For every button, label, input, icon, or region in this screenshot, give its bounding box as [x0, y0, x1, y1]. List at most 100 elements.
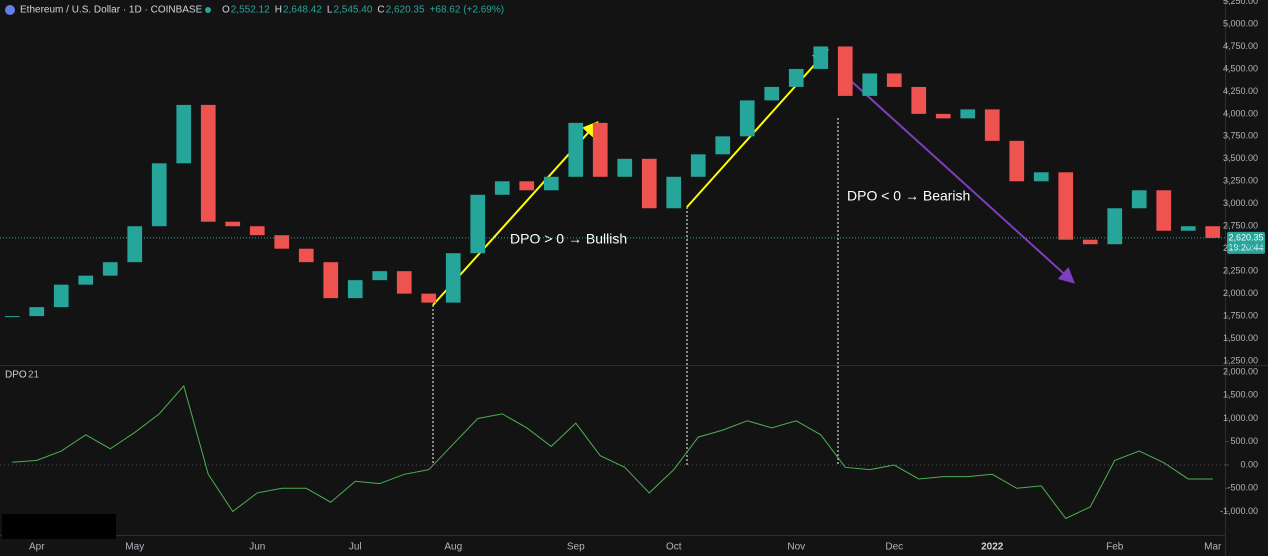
- candle: [127, 226, 143, 263]
- ohlc-value: 2,648.42: [283, 5, 322, 16]
- candle: [715, 136, 731, 155]
- candle: [53, 284, 69, 308]
- prev-close-label: 2,576.72: [1228, 240, 1263, 250]
- candle: [1131, 190, 1147, 209]
- candle: [494, 181, 510, 195]
- countdown: 19:20:44: [1228, 242, 1263, 252]
- arrow: [849, 79, 1075, 284]
- candle: [592, 122, 608, 177]
- candle: [1180, 226, 1196, 231]
- indicator-param: 21: [28, 370, 40, 381]
- candle: [78, 275, 94, 285]
- y-tick-label: 1,500.00: [1223, 390, 1258, 400]
- candle: [911, 86, 927, 114]
- ohlc-legend: O 2,552.12 H 2,648.42 L 2,545.40 C 2,620.35 +68.…: [222, 5, 504, 16]
- candle: [347, 280, 363, 299]
- x-tick-label: 2022: [981, 542, 1004, 553]
- candle: [862, 73, 878, 96]
- candle: [935, 113, 951, 119]
- candle: [102, 262, 118, 276]
- candle: [1058, 172, 1074, 240]
- y-tick-label: 5,250.00: [1223, 0, 1258, 6]
- x-tick-label: Feb: [1106, 542, 1124, 553]
- candle: [225, 221, 241, 227]
- y-tick-label: 3,500.00: [1223, 153, 1258, 163]
- status-dot: [205, 7, 211, 13]
- y-tick-label: 1,500.00: [1223, 333, 1258, 343]
- price-badge: [1227, 231, 1265, 254]
- candle: [568, 122, 584, 177]
- ohlc-key: H: [275, 5, 282, 16]
- y-tick-label: 3,000.00: [1223, 198, 1258, 208]
- candle: [176, 104, 192, 164]
- candle: [29, 307, 45, 317]
- candle: [274, 235, 290, 249]
- x-tick-label: Jul: [349, 542, 362, 553]
- candle: [641, 158, 657, 209]
- candle: [739, 100, 755, 137]
- candle: [249, 226, 265, 236]
- symbol: Ethereum / U.S. Dollar · 1D · COINBASE: [20, 5, 203, 16]
- x-tick-label: Nov: [787, 542, 805, 553]
- candle: [788, 68, 804, 87]
- y-tick-label: 500.00: [1230, 436, 1258, 446]
- y-tick-label: 1,250.00: [1223, 355, 1258, 365]
- candle: [690, 154, 706, 177]
- ohlc-key: O: [222, 5, 230, 16]
- y-tick-label: 3,750.00: [1223, 131, 1258, 141]
- y-tick-label: 1,000.00: [1223, 413, 1258, 423]
- candle: [519, 181, 535, 191]
- candle: [4, 316, 20, 318]
- x-tick-label: Aug: [444, 542, 462, 553]
- y-tick-label: -1,000.00: [1220, 506, 1258, 516]
- x-tick-label: Oct: [666, 542, 682, 553]
- dpo-line: [12, 384, 1213, 520]
- ohlc-value: 2,545.40: [333, 5, 372, 16]
- candle: [1107, 208, 1123, 245]
- y-tick-label: -500.00: [1227, 483, 1258, 493]
- candle: [151, 163, 167, 227]
- indicator-name: DPO: [5, 370, 27, 381]
- y-tick-label: 3,250.00: [1223, 176, 1258, 186]
- candle: [886, 73, 902, 87]
- symbol-icon: [5, 5, 15, 15]
- candle: [543, 176, 559, 191]
- candle: [1033, 172, 1049, 182]
- candle: [960, 109, 976, 119]
- x-tick-label: Dec: [885, 542, 903, 553]
- y-tick-label: 0.00: [1240, 459, 1258, 469]
- candle: [200, 104, 216, 222]
- y-tick-label: 2,250.00: [1223, 266, 1258, 276]
- annotation: DPO < 0 → Bearish: [847, 188, 970, 204]
- change: +68.62 (+2.69%): [430, 5, 505, 16]
- x-tick-label: Jun: [249, 542, 265, 553]
- y-tick-label: 2,000.00: [1223, 366, 1258, 376]
- y-tick-label: 1,750.00: [1223, 310, 1258, 320]
- y-tick-label: 4,500.00: [1223, 63, 1258, 73]
- candle: [298, 248, 314, 263]
- logo-cover: [2, 514, 116, 539]
- x-tick-label: Sep: [567, 542, 585, 553]
- ohlc-key: L: [327, 5, 333, 16]
- candle: [984, 109, 1000, 141]
- candle: [617, 158, 633, 177]
- ohlc-value: 2,620.35: [386, 5, 425, 16]
- candle: [372, 271, 388, 281]
- candle: [813, 46, 829, 69]
- y-tick-label: 2,750.00: [1223, 221, 1258, 231]
- y-tick-label: 5,000.00: [1223, 18, 1258, 28]
- y-tick-label: 2,000.00: [1223, 288, 1258, 298]
- y-tick-label: 4,250.00: [1223, 86, 1258, 96]
- candle: [1009, 140, 1025, 182]
- price-badge-label: 2,620.35: [1228, 232, 1263, 242]
- y-tick-label: 4,750.00: [1223, 41, 1258, 51]
- x-tick-label: May: [125, 542, 144, 553]
- candle: [470, 194, 486, 254]
- candle: [837, 46, 853, 96]
- candle: [764, 86, 780, 101]
- candle: [666, 176, 682, 209]
- x-tick-label: Mar: [1204, 542, 1222, 553]
- x-tick-label: Apr: [29, 542, 45, 553]
